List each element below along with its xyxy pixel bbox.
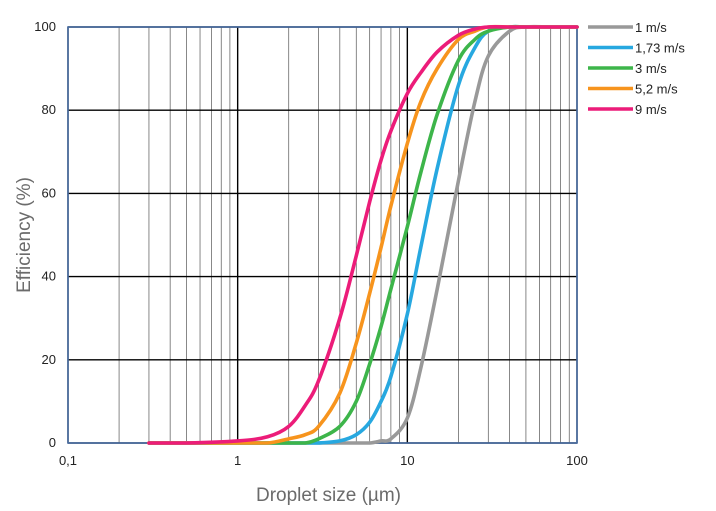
x-tick-label: 0,1	[59, 453, 77, 468]
y-tick-labels: 0 20 40 60 80 100	[34, 19, 56, 450]
legend-label: 3 m/s	[635, 61, 667, 76]
y-tick-label: 0	[49, 435, 56, 450]
legend-label: 1,73 m/s	[635, 41, 685, 56]
minor-gridlines	[118, 27, 570, 443]
major-gridlines	[67, 26, 578, 444]
y-tick-label: 100	[34, 19, 56, 34]
y-tick-label: 20	[42, 352, 56, 367]
x-axis-title: Droplet size (µm)	[256, 485, 401, 506]
series-lines	[147, 24, 579, 445]
plot-frame	[67, 26, 578, 444]
y-tick-label: 60	[42, 185, 56, 200]
x-tick-label: 10	[400, 453, 414, 468]
legend: 1 m/s 1,73 m/s 3 m/s 5,2 m/s 9 m/s	[588, 20, 685, 117]
legend-label: 9 m/s	[635, 102, 667, 117]
x-tick-label: 1	[234, 453, 241, 468]
series-line	[147, 25, 579, 445]
x-tick-labels: 0,1 1 10 100	[59, 453, 588, 468]
y-tick-label: 40	[42, 269, 56, 284]
y-tick-label: 80	[42, 102, 56, 117]
y-axis-title: Efficiency (%)	[14, 177, 35, 293]
x-tick-label: 100	[566, 453, 588, 468]
legend-label: 1 m/s	[635, 20, 667, 35]
legend-label: 5,2 m/s	[635, 82, 678, 97]
